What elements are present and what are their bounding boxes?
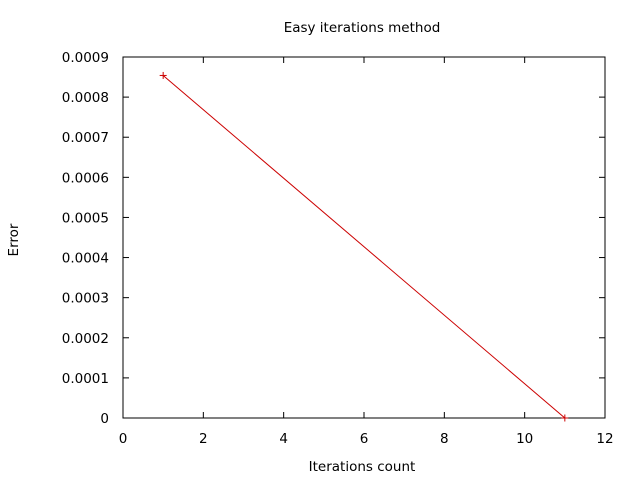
y-tick-label: 0.0002: [62, 331, 109, 347]
x-tick-label: 2: [199, 431, 208, 447]
y-tick-label: 0.0005: [62, 210, 109, 226]
x-tick-label: 4: [279, 431, 288, 447]
axis-ticks: 0 2 4 6 8 10 12 0 0.0001 0.0002 0.0003 0.0004 0.0005…: [62, 50, 614, 447]
data-point-marker: [561, 414, 569, 422]
x-tick-label: 0: [119, 431, 128, 447]
x-tick-label: 6: [360, 431, 369, 447]
chart-title: Easy iterations method: [284, 20, 441, 36]
series-line: [162, 75, 566, 419]
data-point-marker: [159, 71, 167, 79]
x-tick-label: 12: [596, 431, 613, 447]
y-tick-label: 0.0001: [62, 371, 109, 387]
y-tick-label: 0.0004: [62, 251, 109, 267]
y-tick-label: 0.0008: [62, 90, 109, 106]
data-series: [159, 71, 569, 422]
y-tick-label: 0.0007: [62, 130, 109, 146]
x-tick-label: 8: [440, 431, 449, 447]
y-tick-label: 0.0003: [62, 291, 109, 307]
x-tick-label: 10: [516, 431, 533, 447]
y-tick-label: 0.0006: [62, 170, 109, 186]
y-tick-label: 0: [100, 411, 109, 427]
x-axis-label: Iterations count: [309, 459, 416, 475]
y-axis-label: Error: [6, 223, 22, 256]
plot-frame: [122, 56, 606, 419]
y-tick-label: 0.0009: [62, 50, 109, 66]
